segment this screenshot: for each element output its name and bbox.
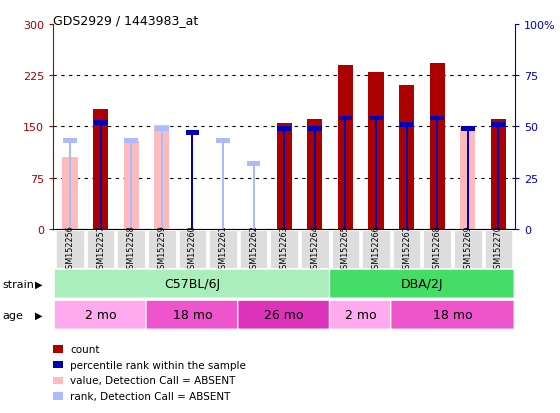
FancyBboxPatch shape [301,230,329,268]
FancyBboxPatch shape [118,230,145,268]
Text: GSM152268: GSM152268 [433,225,442,273]
Text: GSM152269: GSM152269 [463,225,472,273]
Text: GDS2929 / 1443983_at: GDS2929 / 1443983_at [53,14,198,27]
Bar [154,126,170,229]
Bar [491,120,506,229]
Text: GSM152261: GSM152261 [218,225,227,273]
Text: GSM152262: GSM152262 [249,225,258,273]
Bar [277,123,292,229]
Bar [277,127,291,131]
FancyBboxPatch shape [237,300,331,330]
Bar [368,73,384,229]
Text: strain: strain [3,279,35,289]
Text: value, Detection Call = ABSENT: value, Detection Call = ABSENT [70,375,235,385]
Text: percentile rank within the sample: percentile rank within the sample [70,360,246,370]
Text: ▶: ▶ [35,310,42,320]
Bar [124,139,138,144]
Text: 26 mo: 26 mo [264,309,304,321]
Text: GSM152259: GSM152259 [157,224,166,273]
Bar [62,158,78,229]
FancyBboxPatch shape [179,230,206,268]
Text: 18 mo: 18 mo [433,309,472,321]
FancyBboxPatch shape [54,269,331,299]
Bar [185,131,199,135]
Bar [430,116,444,121]
Text: count: count [70,344,100,354]
Bar [63,139,77,144]
Text: GSM152258: GSM152258 [127,225,136,273]
FancyBboxPatch shape [391,300,514,330]
Bar [436,118,438,229]
Bar [192,134,193,229]
FancyBboxPatch shape [87,230,114,268]
Bar [69,142,71,229]
Bar [492,123,505,127]
Bar [161,128,163,229]
Text: GSM152270: GSM152270 [494,225,503,273]
Text: GSM152265: GSM152265 [341,225,350,273]
FancyBboxPatch shape [329,300,392,330]
Bar [308,127,321,131]
Bar [497,126,500,229]
Text: GSM152263: GSM152263 [279,225,289,273]
Text: DBA/2J: DBA/2J [400,278,443,290]
FancyBboxPatch shape [209,230,237,268]
Bar [314,128,316,229]
Bar [216,139,230,144]
Bar [94,121,108,125]
Text: GSM152264: GSM152264 [310,225,319,273]
Bar [467,128,469,229]
Bar [369,116,383,121]
Text: 2 mo: 2 mo [85,309,116,321]
Bar [375,119,377,229]
Bar [338,66,353,229]
Bar [93,110,108,229]
Bar [307,120,323,229]
FancyBboxPatch shape [146,300,239,330]
Text: C57BL/6J: C57BL/6J [164,278,221,290]
FancyBboxPatch shape [454,230,482,268]
Bar [338,116,352,121]
Text: GSM152256: GSM152256 [66,225,74,273]
Bar [155,127,169,131]
Text: GSM152260: GSM152260 [188,225,197,273]
Bar [461,127,475,131]
Text: GSM152257: GSM152257 [96,224,105,273]
Bar [430,64,445,229]
Bar [460,127,475,229]
FancyBboxPatch shape [240,230,267,268]
Bar [222,140,224,229]
Bar [124,142,139,229]
Bar [130,142,132,229]
FancyBboxPatch shape [484,230,512,268]
FancyBboxPatch shape [54,300,147,330]
Bar [399,86,414,229]
Bar [253,164,255,229]
Bar [283,129,285,229]
FancyBboxPatch shape [393,230,421,268]
FancyBboxPatch shape [270,230,298,268]
Bar [344,118,346,229]
FancyBboxPatch shape [56,230,84,268]
FancyBboxPatch shape [329,269,514,299]
Bar [247,161,260,166]
Text: GSM152266: GSM152266 [371,225,380,273]
Text: age: age [3,310,24,320]
Text: 18 mo: 18 mo [172,309,212,321]
Text: ▶: ▶ [35,279,42,289]
Text: GSM152267: GSM152267 [402,225,411,273]
Text: rank, Detection Call = ABSENT: rank, Detection Call = ABSENT [70,391,230,401]
FancyBboxPatch shape [362,230,390,268]
Bar [400,123,413,127]
FancyBboxPatch shape [332,230,359,268]
Bar [405,125,408,229]
Text: 2 mo: 2 mo [345,309,376,321]
FancyBboxPatch shape [148,230,176,268]
Bar [100,123,101,229]
FancyBboxPatch shape [423,230,451,268]
